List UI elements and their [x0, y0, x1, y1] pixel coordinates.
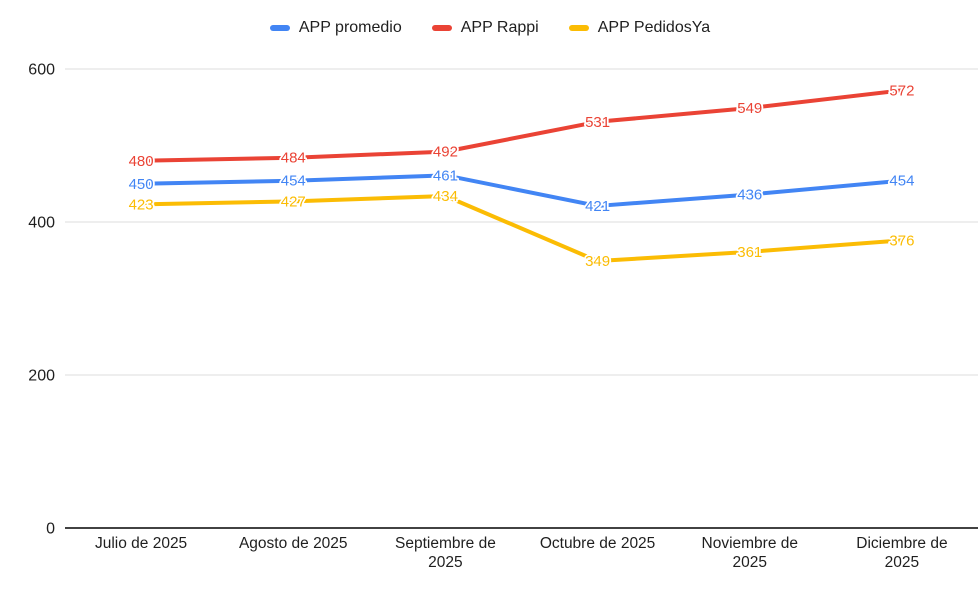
legend-item-app-rappi: APP Rappi — [431, 19, 539, 37]
legend-swatch-icon — [269, 25, 290, 31]
data-label-app-rappi-4: 549 — [737, 100, 762, 117]
legend-item-app-pedidosya: APP PedidosYa — [568, 19, 711, 37]
data-label-app-pedidosya-0: 423 — [129, 196, 154, 213]
data-label-app-rappi-5: 572 — [889, 82, 914, 99]
legend-swatch-icon — [431, 25, 452, 31]
data-label-app-promedio-4: 436 — [737, 186, 762, 203]
x-axis-label-agosto-de-2025: Agosto de 2025 — [238, 535, 348, 552]
x-axis-labels: Julio de 2025 Agosto de 2025 Septiembre de… — [0, 534, 980, 580]
legend-label: APP promedio — [298, 19, 402, 36]
chart-legend: APP promedio APP Rappi APP PedidosYa — [0, 14, 980, 42]
data-label-app-promedio-0: 450 — [129, 176, 154, 193]
data-label-app-rappi-0: 480 — [129, 153, 154, 170]
data-label-app-pedidosya-2: 434 — [433, 188, 458, 205]
data-label-app-rappi-1: 484 — [281, 150, 306, 167]
legend-label: APP Rappi — [460, 19, 539, 36]
data-label-app-promedio-5: 454 — [889, 173, 914, 190]
series-line-app-rappi — [139, 88, 904, 163]
y-tick-label-0: 0 — [46, 521, 55, 538]
legend-item-app-promedio: APP promedio — [269, 19, 402, 37]
x-axis-label-noviembre-de-2025: Noviembre de 2025 — [701, 535, 799, 571]
data-label-app-promedio-1: 454 — [281, 173, 306, 190]
x-axis-label-julio-de-2025: Julio de 2025 — [94, 535, 188, 552]
data-label-app-pedidosya-3: 349 — [585, 253, 610, 270]
y-tick-label-400: 400 — [28, 215, 55, 232]
x-axis-label-diciembre-de-2025: Diciembre de 2025 — [856, 535, 948, 571]
legend-swatch-icon — [568, 25, 589, 31]
x-axis-label-septiembre-de-2025: Septiembre de 2025 — [395, 535, 496, 571]
legend-label: APP PedidosYa — [597, 19, 711, 36]
y-tick-label-600: 600 — [28, 62, 55, 79]
data-label-app-rappi-2: 492 — [433, 144, 458, 161]
x-axis-label-octubre-de-2025: Octubre de 2025 — [539, 535, 656, 552]
data-label-app-pedidosya-5: 376 — [889, 232, 914, 249]
data-label-app-rappi-3: 531 — [585, 114, 610, 131]
data-label-app-pedidosya-1: 427 — [281, 193, 306, 210]
y-tick-label-200: 200 — [28, 368, 55, 385]
data-label-app-promedio-2: 461 — [433, 167, 458, 184]
data-label-app-pedidosya-4: 361 — [737, 244, 762, 261]
series-line-app-promedio — [139, 173, 904, 208]
series-line-app-pedidosya — [139, 193, 904, 264]
data-label-app-promedio-3: 421 — [585, 198, 610, 215]
